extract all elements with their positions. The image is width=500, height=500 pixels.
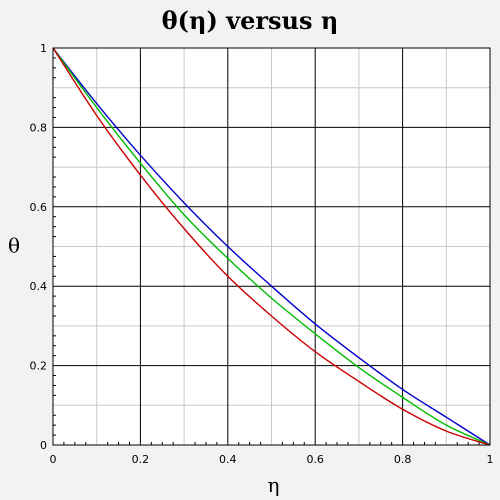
x-tick-label: 1 <box>487 453 494 466</box>
y-tick-label: 1 <box>40 42 47 55</box>
x-tick-label: 0 <box>50 453 57 466</box>
plot-border <box>52 47 491 446</box>
series-line-3 <box>52 47 491 446</box>
chart-title: θ(η) versus η <box>161 6 339 35</box>
y-tick-label: 0 <box>40 439 47 452</box>
series-line-2 <box>52 47 491 446</box>
y-axis-label: θ <box>8 234 20 258</box>
x-tick-label: 0.2 <box>132 453 150 466</box>
y-tick-label: 0.4 <box>30 280 48 293</box>
x-tick-label: 0.6 <box>306 453 324 466</box>
series-line-1 <box>52 47 491 446</box>
x-tick-label: 0.8 <box>394 453 412 466</box>
x-axis-label: η <box>268 473 280 497</box>
y-tick-label: 0.8 <box>30 121 48 134</box>
x-tick-label: 0.4 <box>219 453 237 466</box>
y-tick-label: 0.2 <box>30 360 48 373</box>
y-tick-label: 0.6 <box>30 201 48 214</box>
